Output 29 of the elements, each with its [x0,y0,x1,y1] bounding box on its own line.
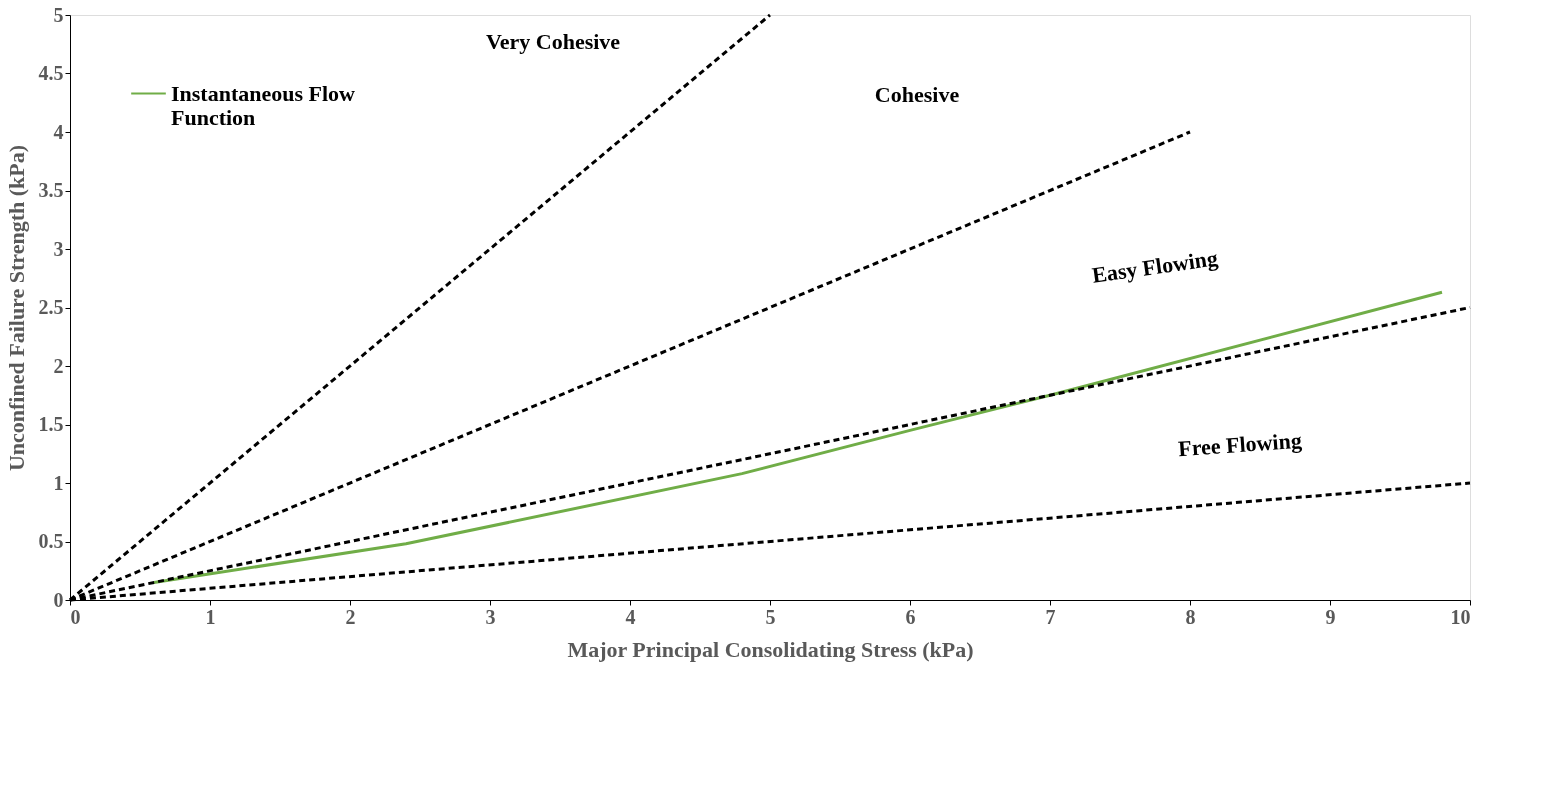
y-tick-label: 3.5 [38,179,64,201]
y-axis-title: Unconfined Failure Strength (kPa) [3,144,29,472]
y-tick-label: 0.5 [38,530,64,552]
annotation: Cohesive [874,82,960,107]
x-tick-label: 5 [765,605,776,628]
x-tick-label: 3 [485,605,496,628]
y-tick-label: 4 [53,120,64,143]
x-tick-label: 8 [1185,605,1196,628]
y-tick-label: 5 [53,3,64,26]
y-tick-label: 1.5 [38,413,64,435]
x-tick-label: 6 [905,605,916,628]
y-tick-label: 2.5 [38,296,64,318]
y-tick-label: 1 [53,471,64,494]
annotation: Very Cohesive [485,29,621,54]
y-tick-label: 3 [53,237,64,260]
x-axis-title: Major Principal Consolidating Stress (kPa) [567,636,974,662]
y-tick-label: 2 [53,354,64,377]
y-tick-label: 4.5 [38,62,64,84]
x-tick-label: 4 [625,605,636,628]
legend-label: Instantaneous Flow Function [171,80,356,130]
y-tick-label: 0 [53,588,64,611]
x-tick-label: 2 [345,605,356,628]
x-tick-label: 1 [205,605,216,628]
annotation: Free Flowing [1177,427,1303,462]
annotation: Easy Flowing [1090,245,1220,288]
x-tick-label: 10 [1450,605,1471,628]
x-tick-label: 0 [70,605,81,628]
x-tick-label: 7 [1045,605,1056,628]
x-tick-label: 9 [1325,605,1336,628]
